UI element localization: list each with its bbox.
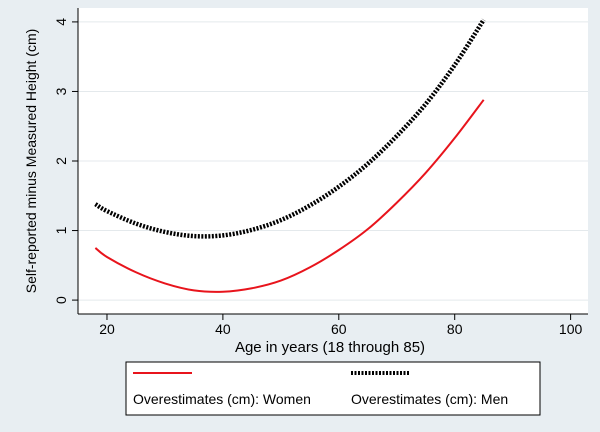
- series-line-women: [94, 99, 485, 293]
- x-tick-label: 40: [215, 321, 231, 337]
- y-tick-label: 0: [53, 296, 69, 304]
- x-tick-label: 80: [447, 321, 463, 337]
- y-tick-label: 1: [53, 226, 69, 234]
- gridlines: [78, 21, 588, 301]
- y-tick-label: 4: [53, 18, 69, 26]
- y-tick-label: 2: [53, 157, 69, 165]
- series-line-men: [94, 18, 486, 239]
- x-tick-label: 60: [331, 321, 347, 337]
- legend: Overestimates (cm): Women Overestimates …: [125, 361, 541, 416]
- axes: 0 1 2 3 4 20 40 60 80 100: [53, 8, 588, 337]
- x-tick-label: 20: [99, 321, 115, 337]
- y-tick-label: 3: [53, 87, 69, 95]
- x-axis-label: Age in years (18 through 85): [235, 339, 425, 356]
- x-tick-label: 100: [559, 321, 583, 337]
- y-axis-label: Self-reported minus Measured Height (cm): [23, 29, 39, 294]
- series-lines: [94, 18, 486, 293]
- legend-box: [125, 361, 541, 416]
- legend-label-men: Overestimates (cm): Men: [351, 391, 508, 407]
- legend-label-women: Overestimates (cm): Women: [133, 391, 311, 407]
